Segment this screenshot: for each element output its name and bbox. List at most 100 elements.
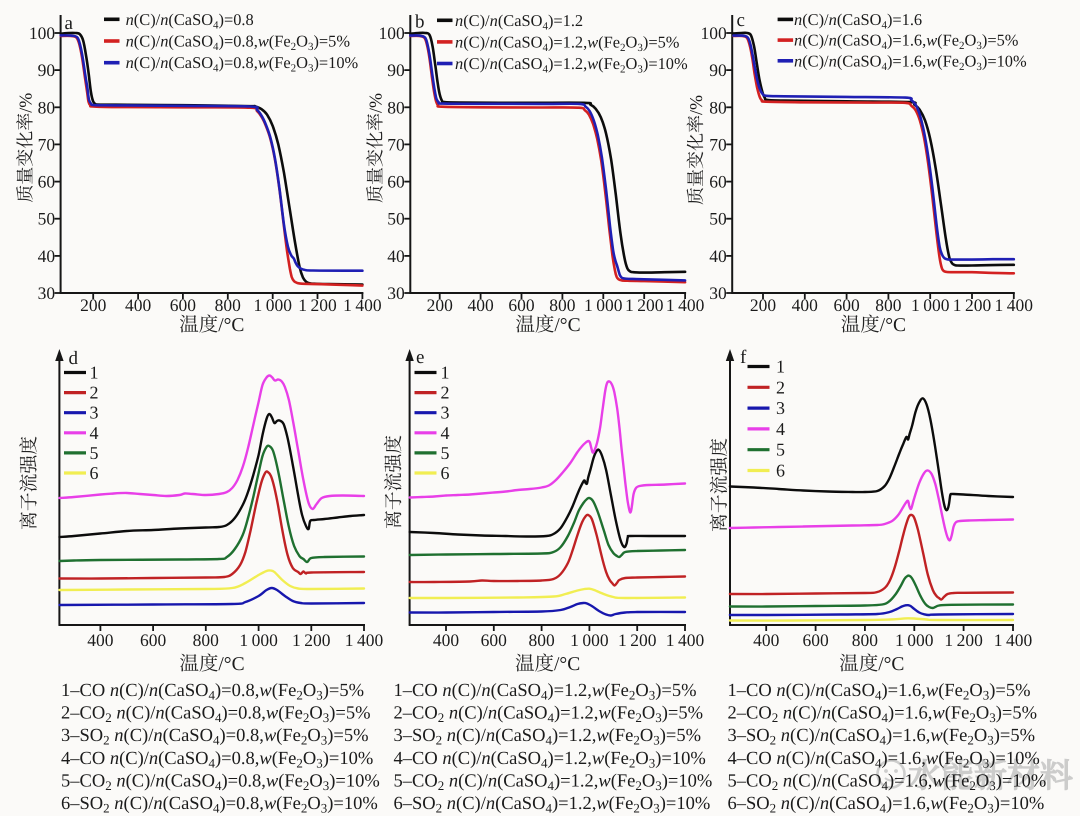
svg-text:/°C: /°C [554, 315, 580, 336]
svg-text:n(C)/n(CaSO4​)=1.2: n(C)/n(CaSO4​)=1.2 [455, 11, 583, 33]
svg-text:1 200: 1 200 [292, 630, 331, 650]
svg-text:80: 80 [387, 97, 405, 117]
svg-text:3: 3 [441, 403, 450, 423]
svg-text:1 000: 1 000 [895, 630, 934, 650]
svg-text:40: 40 [387, 246, 405, 266]
svg-text:6: 6 [776, 461, 785, 481]
svg-text:1 000: 1 000 [570, 630, 609, 650]
svg-text:2–CO2​ n(C)/n(CaSO4​)=1.2,w(Fe: 2–CO2​ n(C)/n(CaSO4​)=1.2,w(Fe2​O3​)=5% [394, 704, 704, 726]
svg-text:1–CO n(C)/n(CaSO4​)=1.2,w(Fe2​: 1–CO n(C)/n(CaSO4​)=1.2,w(Fe2​O3​)=5% [394, 681, 697, 703]
svg-text:1 000: 1 000 [239, 630, 278, 650]
svg-text:800: 800 [528, 630, 555, 650]
svg-text:1 200: 1 200 [298, 295, 337, 315]
svg-text:n(C)/n(CaSO4​)=1.2,w(Fe2​O3​)=: n(C)/n(CaSO4​)=1.2,w(Fe2​O3​)=5% [455, 32, 680, 54]
svg-text:40: 40 [709, 246, 727, 266]
svg-text:n(C)/n(CaSO4​)=1.6,w(Fe2​O3​)=: n(C)/n(CaSO4​)=1.6,w(Fe2​O3​)=5% [794, 31, 1019, 53]
svg-text:3: 3 [90, 403, 99, 423]
svg-text:1 000: 1 000 [253, 295, 292, 315]
svg-text:800: 800 [215, 295, 242, 315]
svg-text:1 200: 1 200 [618, 630, 657, 650]
svg-text:n(C)/n(CaSO4​)=0.8,w(Fe2​O3​)=: n(C)/n(CaSO4​)=0.8,w(Fe2​O3​)=5% [126, 32, 351, 54]
svg-text:n(C)/n(CaSO4​)=0.8: n(C)/n(CaSO4​)=0.8 [126, 10, 254, 32]
svg-text:1: 1 [441, 363, 450, 383]
svg-text:6: 6 [441, 463, 450, 483]
svg-text:4: 4 [441, 423, 450, 443]
svg-text:100: 100 [700, 23, 727, 43]
svg-text:50: 50 [709, 209, 727, 229]
svg-text:5: 5 [776, 440, 785, 460]
svg-text:30: 30 [38, 283, 56, 303]
svg-text:400: 400 [87, 630, 114, 650]
svg-text:60: 60 [38, 172, 56, 192]
svg-text:/%: /% [15, 93, 35, 113]
svg-text:1–CO n(C)/n(CaSO4​)=1.6,w(Fe2​: 1–CO n(C)/n(CaSO4​)=1.6,w(Fe2​O3​)=5% [728, 681, 1031, 703]
svg-text:1 400: 1 400 [666, 295, 705, 315]
svg-text:/°C: /°C [218, 315, 244, 336]
svg-text:400: 400 [753, 630, 780, 650]
svg-text:600: 600 [802, 630, 829, 650]
svg-text:e: e [416, 347, 424, 368]
svg-text:400: 400 [467, 295, 494, 315]
svg-text:5–CO2​ n(C)/n(CaSO4​)=1.6,w(Fe: 5–CO2​ n(C)/n(CaSO4​)=1.6,w(Fe2​O3​)=10% [728, 771, 1047, 793]
svg-text:6–SO2​ n(C)/n(CaSO4​)=0.8,w(Fe: 6–SO2​ n(C)/n(CaSO4​)=0.8,w(Fe2​O3​)=10% [61, 794, 378, 816]
svg-text:80: 80 [38, 97, 56, 117]
svg-text:a: a [65, 13, 74, 34]
svg-text:200: 200 [80, 295, 107, 315]
svg-text:200: 200 [750, 295, 777, 315]
svg-text:5: 5 [90, 443, 99, 463]
svg-text:/%: /% [365, 93, 385, 113]
svg-text:1 000: 1 000 [584, 295, 623, 315]
svg-text:/°C: /°C [880, 315, 906, 336]
svg-text:/°C: /°C [554, 654, 580, 675]
svg-text:800: 800 [193, 630, 220, 650]
svg-text:1–CO n(C)/n(CaSO4​)=0.8,w(Fe2​: 1–CO n(C)/n(CaSO4​)=0.8,w(Fe2​O3​)=5% [61, 681, 364, 703]
svg-text:40: 40 [38, 246, 56, 266]
svg-text:f: f [740, 347, 747, 368]
svg-text:1 200: 1 200 [625, 295, 664, 315]
svg-text:30: 30 [387, 283, 405, 303]
svg-text:800: 800 [852, 630, 879, 650]
svg-text:600: 600 [508, 295, 535, 315]
svg-text:3–SO2​ n(C)/n(CaSO4​)=1.6,w(Fe: 3–SO2​ n(C)/n(CaSO4​)=1.6,w(Fe2​O3​)=5% [728, 726, 1035, 748]
svg-text:400: 400 [433, 630, 460, 650]
svg-text:d: d [69, 348, 79, 369]
svg-text:n(C)/n(CaSO4​)=1.6,w(Fe2​O3​)=: n(C)/n(CaSO4​)=1.6,w(Fe2​O3​)=10% [794, 51, 1027, 73]
svg-text:600: 600 [170, 295, 197, 315]
svg-text:4: 4 [90, 423, 99, 443]
svg-text:50: 50 [387, 209, 405, 229]
svg-text:1 400: 1 400 [666, 630, 705, 650]
svg-text:2: 2 [441, 383, 450, 403]
svg-text:2: 2 [776, 377, 785, 397]
svg-text:100: 100 [379, 23, 406, 43]
svg-text:1 400: 1 400 [345, 630, 384, 650]
svg-text:80: 80 [709, 97, 727, 117]
svg-text:4: 4 [776, 419, 785, 439]
svg-text:60: 60 [387, 172, 405, 192]
svg-text:5–CO2​ n(C)/n(CaSO4​)=1.2,w(Fe: 5–CO2​ n(C)/n(CaSO4​)=1.2,w(Fe2​O3​)=10% [394, 771, 713, 793]
svg-text:6–SO2​ n(C)/n(CaSO4​)=1.6,w(Fe: 6–SO2​ n(C)/n(CaSO4​)=1.6,w(Fe2​O3​)=10% [728, 794, 1045, 816]
svg-text:1 400: 1 400 [343, 295, 382, 315]
svg-text:3: 3 [776, 398, 785, 418]
svg-text:2–CO2​ n(C)/n(CaSO4​)=0.8,w(Fe: 2–CO2​ n(C)/n(CaSO4​)=0.8,w(Fe2​O3​)=5% [61, 704, 371, 726]
svg-text:4–CO n(C)/n(CaSO4​)=1.2,w(Fe2​: 4–CO n(C)/n(CaSO4​)=1.2,w(Fe2​O3​)=10% [394, 749, 706, 771]
svg-text:3–SO2​ n(C)/n(CaSO4​)=1.2,w(Fe: 3–SO2​ n(C)/n(CaSO4​)=1.2,w(Fe2​O3​)=5% [394, 726, 701, 748]
svg-text:90: 90 [38, 60, 56, 80]
svg-text:5: 5 [441, 443, 450, 463]
svg-text:70: 70 [709, 134, 727, 154]
svg-text:600: 600 [140, 630, 167, 650]
svg-text:1: 1 [776, 357, 785, 377]
svg-text:60: 60 [709, 172, 727, 192]
svg-text:600: 600 [481, 630, 508, 650]
svg-text:1 200: 1 200 [944, 630, 983, 650]
svg-text:4–CO n(C)/n(CaSO4​)=1.6,w(Fe2​: 4–CO n(C)/n(CaSO4​)=1.6,w(Fe2​O3​)=10% [728, 749, 1040, 771]
svg-text:2–CO2​ n(C)/n(CaSO4​)=1.6,w(Fe: 2–CO2​ n(C)/n(CaSO4​)=1.6,w(Fe2​O3​)=5% [728, 704, 1038, 726]
svg-text:/°C: /°C [878, 654, 904, 675]
svg-text:200: 200 [427, 295, 454, 315]
svg-text:90: 90 [387, 60, 405, 80]
svg-text:800: 800 [875, 295, 902, 315]
svg-text:b: b [415, 12, 425, 33]
svg-text:1 400: 1 400 [995, 295, 1034, 315]
svg-text:1 400: 1 400 [994, 630, 1033, 650]
svg-text:/°C: /°C [218, 654, 244, 675]
svg-text:c: c [737, 10, 745, 31]
